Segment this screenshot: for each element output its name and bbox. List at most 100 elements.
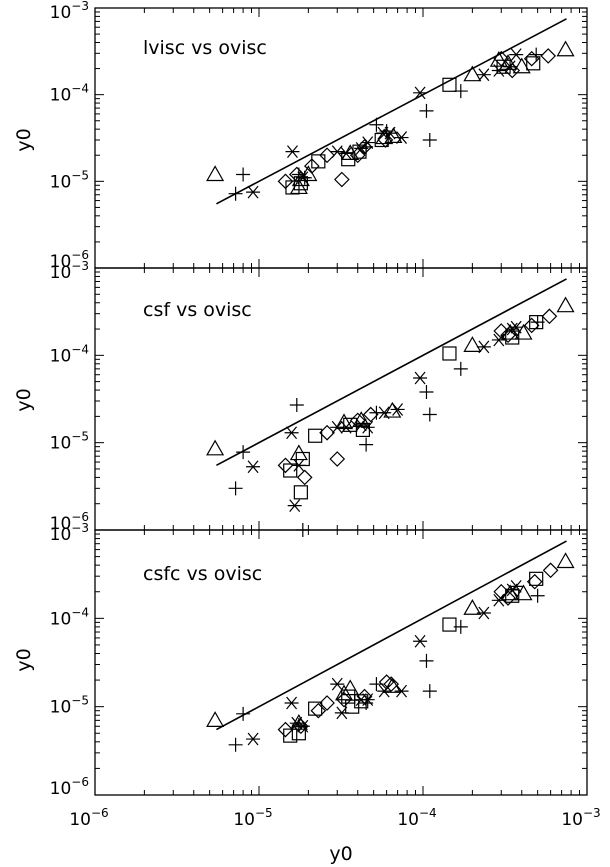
data-point-asterisk <box>491 593 506 607</box>
data-point-square <box>285 180 300 195</box>
data-point-asterisk <box>503 60 518 74</box>
panel-title: csf vs ovisc <box>143 299 252 321</box>
x-axis-label: y0 <box>329 843 352 865</box>
data-point-triangle <box>463 599 482 615</box>
data-point-asterisk <box>339 147 354 160</box>
data-point-plus <box>236 445 251 460</box>
series-plus <box>228 315 545 537</box>
data-point-plus <box>359 437 374 452</box>
data-point-square <box>283 728 298 743</box>
data-point-triangle <box>206 165 225 182</box>
data-point-diamond <box>523 317 540 334</box>
data-point-triangle <box>556 40 575 57</box>
data-point-diamond <box>540 48 557 64</box>
data-point-plus <box>297 170 312 185</box>
data-point-triangle <box>335 684 354 701</box>
data-point-square <box>308 428 323 443</box>
data-point-asterisk <box>413 86 428 100</box>
y-tick-label: 10−6 <box>50 248 89 272</box>
series-asterisk <box>246 579 524 746</box>
y-tick-label: 10−5 <box>50 694 89 718</box>
data-point-diamond <box>541 308 558 325</box>
data-point-plus <box>419 385 434 400</box>
data-point-diamond <box>319 695 335 711</box>
data-point-plus <box>236 167 251 182</box>
data-point-asterisk <box>509 579 524 593</box>
data-point-triangle <box>384 127 403 143</box>
reference-line <box>216 540 567 731</box>
data-point-diamond <box>319 424 335 441</box>
y-axis-label: y0 <box>13 648 35 671</box>
data-point-plus <box>289 397 304 412</box>
series-asterisk <box>246 320 524 513</box>
data-point-triangle <box>463 336 482 352</box>
series-square <box>283 315 544 500</box>
panel-title: lvisc vs ovisc <box>143 37 267 59</box>
data-point-diamond <box>296 469 313 486</box>
data-point-diamond <box>383 676 400 692</box>
data-point-plus <box>530 588 545 603</box>
data-point-diamond <box>277 457 294 474</box>
data-point-asterisk <box>413 371 428 385</box>
data-point-asterisk <box>476 606 491 620</box>
data-point-triangle <box>463 65 482 82</box>
data-point-diamond <box>310 702 327 719</box>
y-tick-label: 10−4 <box>50 605 89 629</box>
series-asterisk <box>246 48 524 199</box>
data-point-plus <box>359 139 374 154</box>
data-point-diamond <box>329 451 346 467</box>
reference-line <box>216 278 567 467</box>
x-tick-label: 10−5 <box>233 806 272 830</box>
data-point-square <box>308 701 323 716</box>
panel-title: csfc vs ovisc <box>143 563 262 585</box>
data-point-triangle <box>514 584 533 601</box>
scatter-panel-3: 10−6 10−5 10−4 10−3 10−6 10−5 10−4 10−3 y0 y0 csfc… <box>13 521 601 865</box>
data-point-asterisk <box>476 68 491 82</box>
y-tick-label: 10−6 <box>50 510 89 534</box>
data-point-square <box>442 77 457 92</box>
y-tick-label: 10−5 <box>50 168 89 192</box>
data-point-square <box>526 56 541 71</box>
data-point-diamond <box>277 721 294 738</box>
y-axis-label: y0 <box>13 388 35 411</box>
scatter-panel-1: 10−6 10−5 10−4 10−3 y0 lvisc vs ovisc <box>13 0 588 272</box>
data-point-asterisk <box>509 48 524 61</box>
data-point-asterisk <box>285 145 300 159</box>
data-point-asterisk <box>289 716 304 730</box>
data-point-square <box>354 694 369 709</box>
reference-line <box>216 18 567 205</box>
plot-frame <box>94 529 588 796</box>
data-point-plus <box>236 706 251 721</box>
data-point-asterisk <box>330 677 345 691</box>
data-point-diamond <box>336 691 352 708</box>
data-point-square <box>442 346 457 361</box>
data-point-asterisk <box>491 333 506 347</box>
data-point-plus <box>379 124 394 139</box>
y-tick-label: 10−3 <box>50 521 89 545</box>
data-point-square <box>283 463 298 478</box>
data-point-plus <box>419 103 434 118</box>
data-point-asterisk <box>291 458 306 472</box>
data-point-asterisk <box>505 322 520 336</box>
data-point-plus <box>453 619 468 634</box>
y-axis-label: y0 <box>13 128 35 151</box>
data-point-square <box>311 154 326 169</box>
data-point-square <box>442 617 457 632</box>
data-point-plus <box>291 167 306 182</box>
data-point-plus <box>419 653 434 668</box>
y-tick-label: 10−3 <box>50 259 89 283</box>
data-point-asterisk <box>284 696 299 710</box>
data-point-asterisk <box>295 719 310 733</box>
series-square <box>285 56 541 195</box>
data-point-plus <box>529 47 544 62</box>
data-point-triangle <box>556 552 575 569</box>
data-point-square <box>529 571 544 586</box>
data-point-asterisk <box>413 634 428 648</box>
data-point-asterisk <box>390 403 405 416</box>
data-point-plus <box>530 315 545 330</box>
data-point-diamond <box>319 147 335 164</box>
data-point-plus <box>453 84 468 99</box>
y-tick-label: 10−4 <box>50 82 89 106</box>
data-point-asterisk <box>334 706 349 720</box>
